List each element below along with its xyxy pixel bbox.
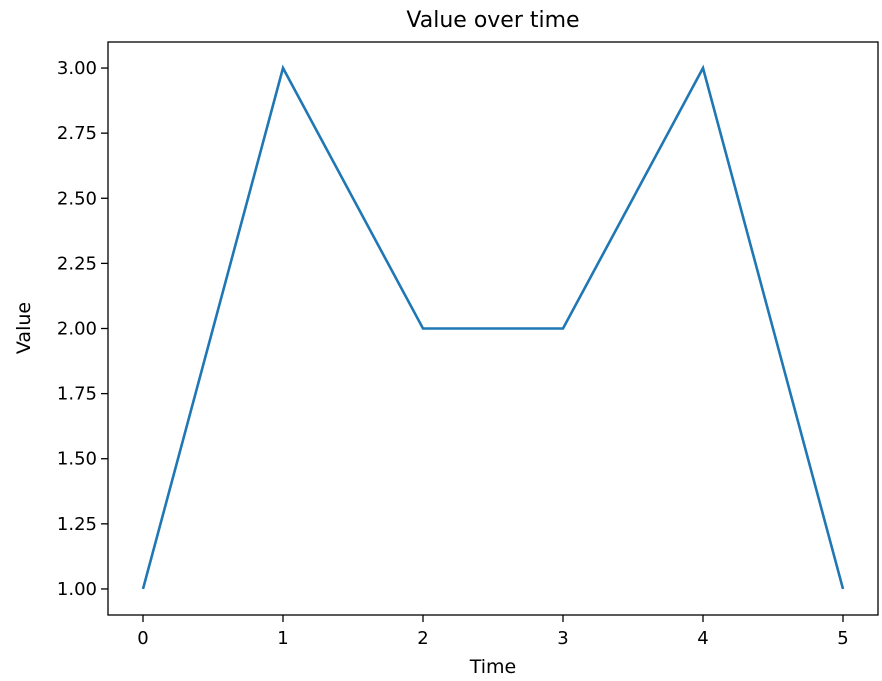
x-tick-label: 5: [837, 628, 848, 649]
x-tick-label: 4: [697, 628, 708, 649]
y-tick-label: 2.50: [57, 188, 97, 209]
series-line: [141, 64, 845, 590]
x-axis: 0 1 2 3 4 5: [137, 615, 849, 649]
series-layer: [141, 64, 845, 590]
y-tick-label: 2.00: [57, 319, 97, 340]
x-tick-label: 3: [557, 628, 568, 649]
y-axis-label: Value: [13, 302, 35, 354]
x-tick-label: 0: [137, 628, 148, 649]
x-tick-label: 1: [277, 628, 288, 649]
y-tick-label: 1.50: [57, 449, 97, 470]
y-tick-label: 1.00: [57, 579, 97, 600]
y-tick-label: 1.75: [57, 384, 97, 405]
y-tick-label: 3.00: [57, 58, 97, 79]
y-axis: 1.00 1.25 1.50 1.75 2.00 2.25 2.50 2.75 3.00: [57, 58, 108, 600]
y-tick-label: 1.25: [57, 514, 97, 535]
y-tick-label: 2.25: [57, 253, 97, 274]
y-tick-label: 2.75: [57, 123, 97, 144]
plot-area: [107, 41, 879, 616]
x-tick-label: 2: [417, 628, 428, 649]
x-axis-label: Time: [469, 656, 517, 678]
chart-title: Value over time: [406, 8, 579, 33]
